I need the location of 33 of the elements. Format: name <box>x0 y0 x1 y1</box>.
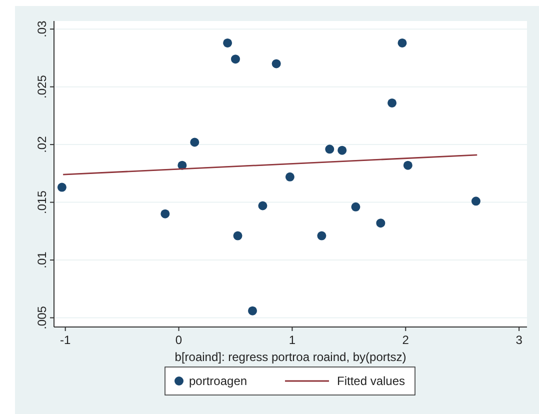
x-tick-label: -1 <box>60 333 72 347</box>
point <box>351 202 360 212</box>
point <box>223 38 232 48</box>
point <box>471 196 480 206</box>
point <box>233 231 242 240</box>
point <box>160 209 170 218</box>
point <box>398 38 407 48</box>
x-tick-label: 3 <box>516 333 523 347</box>
y-tick-label: .015 <box>35 190 49 214</box>
point <box>272 59 281 68</box>
point <box>325 144 334 154</box>
x-tick-label: 0 <box>175 333 182 347</box>
x-tick-label: 1 <box>288 333 296 347</box>
point <box>190 138 200 147</box>
y-tick-label: .01 <box>35 251 49 268</box>
point <box>338 146 347 155</box>
point <box>285 172 294 182</box>
y-tick-label: .02 <box>35 136 49 153</box>
point <box>376 218 386 228</box>
legend-label: Fitted values <box>337 374 406 388</box>
y-tick-label: .025 <box>35 74 49 98</box>
point <box>258 201 268 210</box>
point <box>403 160 412 170</box>
point <box>317 231 326 240</box>
x-axis-title: b[roaind]: regress portroa roaind, by(portsz) <box>174 350 406 364</box>
point <box>57 182 66 192</box>
point <box>248 306 257 316</box>
y-tick-label: .005 <box>35 306 49 330</box>
point <box>388 98 397 108</box>
legend-label: portroagen <box>189 374 248 388</box>
point <box>230 54 240 64</box>
x-tick-label: 2 <box>402 333 410 347</box>
y-tick-label: .03 <box>35 20 49 38</box>
